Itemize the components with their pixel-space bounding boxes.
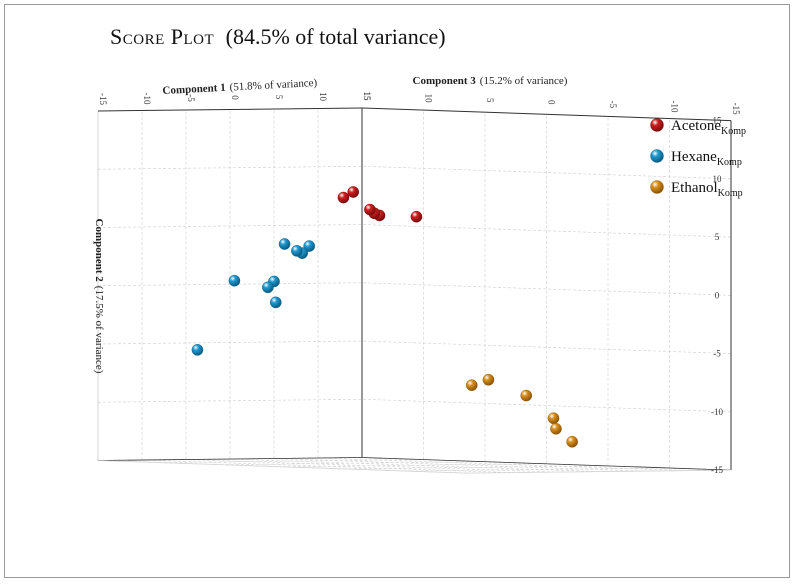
- tick-label: 10: [424, 94, 434, 104]
- axes: -15 -10 -5 0 5 10 15 -15 -10 -5 0 5 10 15 -15 -10 -5 0 5 10…: [93, 75, 741, 475]
- tick-label: 15: [362, 92, 372, 102]
- axis-line: [361, 107, 732, 122]
- tick-label: -15: [98, 93, 108, 105]
- data-point-ethanol: [550, 423, 562, 435]
- tick-label: 0: [715, 290, 720, 300]
- legend-marker: [650, 149, 664, 163]
- tick-label: 5: [274, 95, 284, 100]
- axis-line: [361, 457, 732, 471]
- data-point-hexane: [269, 296, 282, 309]
- data-point-hexane: [278, 238, 291, 250]
- grid-line: [97, 165, 363, 170]
- axis-line: [97, 107, 363, 112]
- axis-line: [97, 460, 468, 474]
- tick-label: -15: [711, 465, 723, 475]
- legend-marker: [650, 118, 664, 132]
- tick-label: 10: [318, 92, 328, 102]
- legend-label: EthanolKomp: [671, 180, 743, 199]
- legend-label: HexaneKomp: [671, 149, 742, 168]
- grid-line: [361, 165, 732, 180]
- data-points: [191, 186, 578, 448]
- tick-label: -15: [731, 103, 741, 115]
- grid-line: [185, 459, 556, 473]
- z-axis-label: Component 3 (15.2% of variance): [413, 75, 568, 87]
- tick-label: -5: [713, 349, 721, 359]
- tick-label: 5: [715, 232, 720, 242]
- chart-title: Score Plot (84.5% of total variance): [110, 24, 446, 49]
- grid-line: [361, 282, 732, 296]
- grid-walls: [97, 107, 732, 474]
- tick-label: -10: [670, 101, 680, 113]
- legend-label: AcetoneKomp: [671, 118, 746, 137]
- y-axis-label: Component 2(17.5% of variance): [93, 219, 105, 374]
- data-point-ethanol: [520, 389, 533, 402]
- tick-label: 15: [713, 116, 723, 126]
- data-point-ethanol: [465, 379, 478, 391]
- data-point-hexane: [191, 344, 204, 356]
- legend-marker: [650, 180, 664, 194]
- tick-label: -10: [711, 407, 723, 417]
- grid-line: [317, 457, 688, 471]
- figure-frame: [4, 4, 790, 578]
- data-point-ethanol: [566, 435, 578, 448]
- data-point-acetone: [364, 203, 376, 216]
- tick-label: -5: [608, 101, 618, 109]
- grid-line: [282, 463, 547, 468]
- axis-line: [466, 469, 732, 474]
- tick-label: 0: [230, 95, 240, 100]
- axis-line: [97, 457, 363, 461]
- data-point-hexane: [228, 274, 241, 287]
- grid-line: [141, 459, 512, 473]
- x-axis-label: Component 1 (51.8% of variance): [162, 77, 318, 97]
- chart-title-variance: (84.5% of total variance): [226, 24, 446, 49]
- tick-label: -10: [142, 93, 152, 105]
- data-point-ethanol: [482, 373, 495, 386]
- grid-line: [343, 465, 609, 470]
- grid-line: [361, 398, 732, 413]
- data-point-hexane: [291, 245, 303, 257]
- data-point-hexane: [262, 281, 274, 294]
- tick-label: 5: [485, 98, 495, 103]
- data-point-ethanol: [547, 412, 560, 425]
- chart-title-main: Score Plot: [110, 24, 214, 49]
- data-point-acetone: [410, 210, 423, 223]
- tick-label: 15: [362, 92, 372, 102]
- tick-label: 10: [713, 174, 723, 184]
- tick-label: -5: [186, 94, 196, 102]
- legend: AcetoneKomp HexaneKomp EthanolKomp: [650, 118, 746, 199]
- data-point-acetone: [347, 186, 360, 198]
- data-point-acetone: [337, 191, 350, 204]
- tick-label: 0: [547, 100, 557, 105]
- grid-line: [97, 398, 363, 403]
- data-point-hexane: [303, 240, 316, 252]
